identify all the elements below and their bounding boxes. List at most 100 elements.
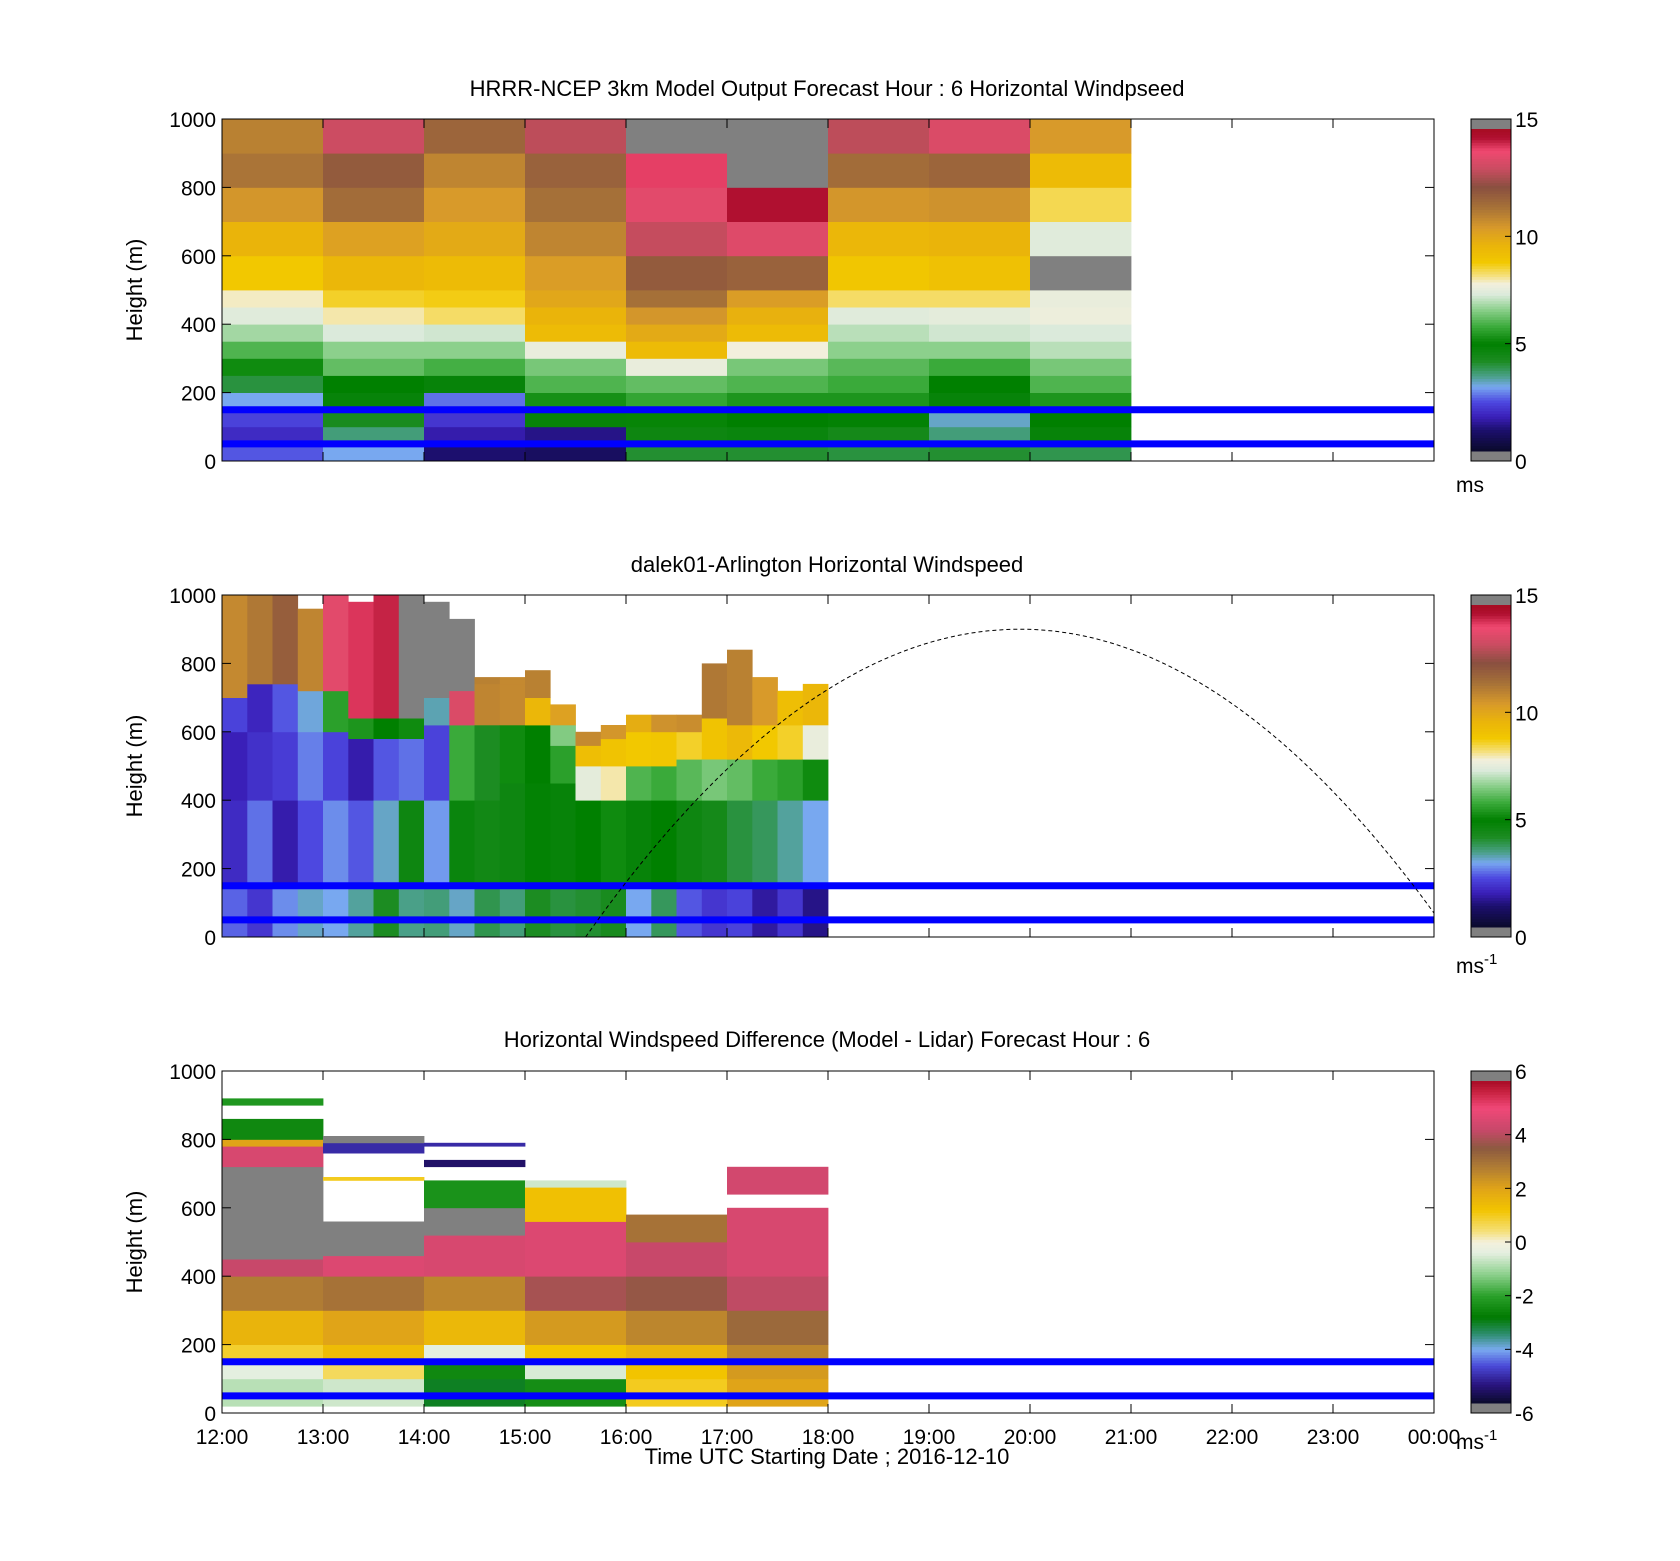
heatmap-cell xyxy=(474,683,501,726)
heatmap-cell xyxy=(525,255,627,291)
heatmap-cell xyxy=(323,1177,425,1181)
colorbar-segment xyxy=(1471,1392,1511,1396)
colorbar-segment xyxy=(1471,134,1511,138)
colorbar-segment xyxy=(1471,886,1511,890)
colorbar-segment xyxy=(1471,1158,1511,1162)
colorbar-segment xyxy=(1471,1153,1511,1157)
colorbar-segment xyxy=(1471,161,1511,165)
heatmap-cell xyxy=(929,409,1031,428)
colorbar-segment xyxy=(1471,894,1511,898)
heatmap-cell xyxy=(929,290,1031,308)
heatmap-cell xyxy=(727,725,753,760)
heatmap-cell xyxy=(1030,392,1132,411)
colorbar-segment xyxy=(1471,311,1511,315)
heatmap-cell xyxy=(222,1139,324,1147)
heatmap-cell xyxy=(424,307,526,325)
colorbar-segment xyxy=(1471,774,1511,778)
heatmap-cell xyxy=(424,885,450,938)
heatmap-cell xyxy=(929,426,1031,445)
colorbar-segment xyxy=(1471,728,1511,732)
colorbar-segment xyxy=(1471,314,1511,318)
heatmap-cell xyxy=(929,341,1031,359)
colorbar-segment xyxy=(1471,349,1511,353)
heatmap-cell xyxy=(323,153,425,188)
colorbar-segment xyxy=(1471,639,1511,644)
heatmap-cell xyxy=(323,187,425,222)
colorbar-segment xyxy=(1471,1145,1511,1149)
colorbar-segment xyxy=(1471,1126,1511,1130)
colorbar-segment xyxy=(1471,359,1511,363)
heatmap-cell xyxy=(1030,187,1132,222)
colorbar-segment xyxy=(1471,400,1511,404)
colorbar-segment xyxy=(1471,913,1511,917)
colorbar-segment xyxy=(1471,295,1511,299)
y-tick-label: 0 xyxy=(204,927,216,950)
heatmap-cell xyxy=(222,290,324,308)
heatmap-cell xyxy=(222,426,324,445)
heatmap-cell xyxy=(323,731,349,801)
colorbar-segment xyxy=(1471,1276,1511,1281)
heatmap-cell xyxy=(323,1221,425,1257)
colorbar-segment xyxy=(1471,768,1511,772)
colorbar-segment xyxy=(1471,1164,1511,1168)
colorbar-segment xyxy=(1471,298,1511,302)
colorbar-segment xyxy=(1471,1169,1511,1173)
colorbar-segment xyxy=(1471,1319,1511,1323)
colorbar-segment xyxy=(1471,749,1511,754)
colorbar-segment xyxy=(1471,204,1511,208)
heatmap-cell xyxy=(777,759,804,801)
colorbar-segment xyxy=(1471,1223,1511,1227)
heatmap-cell xyxy=(929,255,1031,291)
colorbar-segment xyxy=(1471,1284,1511,1289)
colorbar-segment xyxy=(1471,284,1511,288)
heatmap-cell xyxy=(1030,409,1132,428)
colorbar-segment xyxy=(1471,1330,1511,1334)
colorbar-segment xyxy=(1471,1335,1511,1340)
heatmap-cell xyxy=(424,341,526,359)
colorbar-segment xyxy=(1471,881,1511,885)
panel-model-heatmap xyxy=(222,119,1132,462)
colorbar-segment xyxy=(1471,228,1511,232)
heatmap-cell xyxy=(676,885,703,938)
heatmap-cell xyxy=(802,885,829,938)
colorbar-tick-label: -4 xyxy=(1515,1339,1534,1362)
colorbar-segment xyxy=(1471,690,1511,695)
colorbar-tick-label: 4 xyxy=(1515,1125,1527,1148)
heatmap-cell xyxy=(323,290,425,308)
colorbar-segment xyxy=(1471,351,1511,355)
heatmap-cell xyxy=(474,885,501,938)
colorbar-segment xyxy=(1471,142,1511,146)
colorbar-segment xyxy=(1471,1177,1511,1181)
heatmap-cell xyxy=(575,885,602,938)
heatmap-cell xyxy=(727,1344,829,1363)
colorbar-segment xyxy=(1471,410,1511,414)
heatmap-cell xyxy=(449,690,475,726)
colorbar-segment xyxy=(1471,760,1511,764)
colorbar-segment xyxy=(1471,1217,1511,1222)
heatmap-cell xyxy=(398,718,425,739)
colorbar-segment xyxy=(1471,1279,1511,1283)
colorbar-segment xyxy=(1471,367,1511,371)
heatmap-cell xyxy=(727,221,829,257)
y-tick-label: 600 xyxy=(181,246,216,269)
colorbar-segment xyxy=(1471,1354,1511,1358)
colorbar-segment xyxy=(1471,763,1511,767)
heatmap-cell xyxy=(297,690,324,733)
heatmap-cell xyxy=(424,290,526,308)
colorbar-segment xyxy=(1471,448,1511,452)
colorbar-segment xyxy=(1471,139,1511,143)
heatmap-cell xyxy=(525,725,551,784)
panel-lidar-x-ticks xyxy=(221,595,1435,937)
panel-model-colorbar xyxy=(1470,118,1512,462)
heatmap-cell xyxy=(424,725,450,801)
colorbar-segment xyxy=(1471,908,1511,912)
colorbar-segment xyxy=(1471,198,1511,202)
heatmap-cell xyxy=(247,595,273,685)
heatmap-cell xyxy=(525,409,627,428)
heatmap-cell xyxy=(1030,358,1132,376)
heatmap-cell xyxy=(651,800,677,887)
heatmap-cell xyxy=(727,1207,829,1277)
colorbar-segment xyxy=(1471,1094,1511,1098)
heatmap-cell xyxy=(626,714,652,733)
heatmap-cell xyxy=(323,358,425,376)
